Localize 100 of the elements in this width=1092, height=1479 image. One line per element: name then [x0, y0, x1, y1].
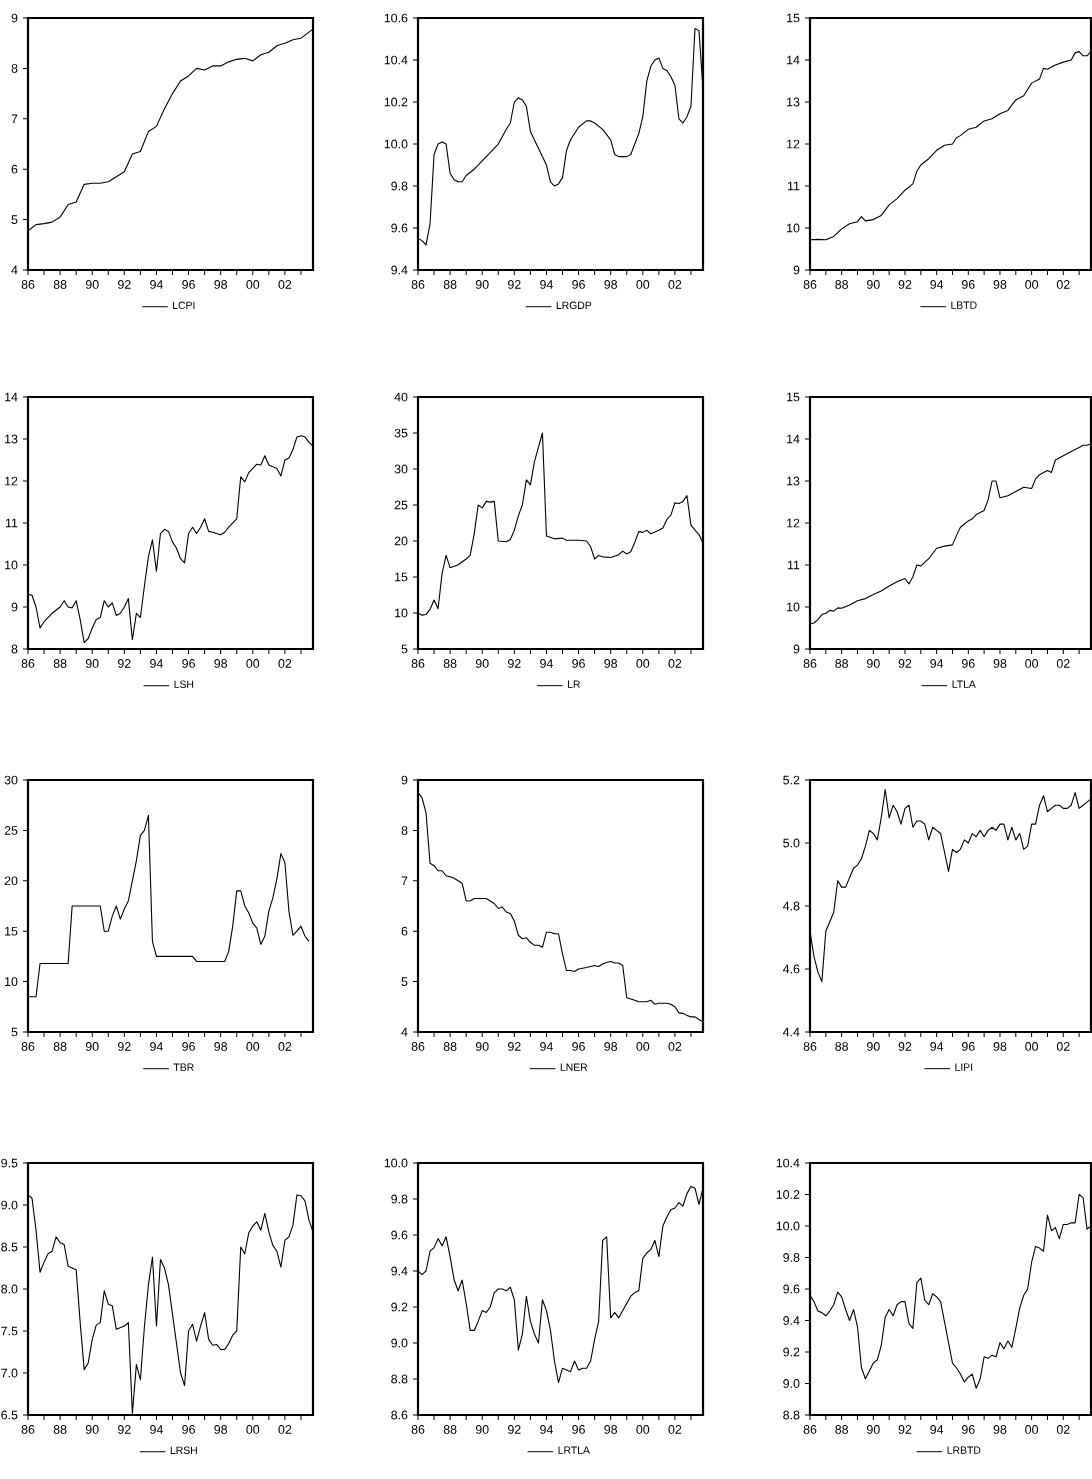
x-tick-label: 02 [668, 1425, 682, 1434]
x-tick-label: 96 [572, 1042, 585, 1051]
y-tick-label: 25 [4, 826, 18, 835]
x-tick-label: 86 [411, 1425, 425, 1434]
x-tick-label: 02 [668, 280, 682, 289]
x-tick-label: 88 [835, 1042, 849, 1051]
y-tick-label: 8.0 [1, 1284, 18, 1294]
x-tick-label: 96 [962, 1042, 975, 1051]
x-tick-label: 96 [182, 659, 195, 668]
x-tick-label: 92 [118, 280, 131, 289]
y-tick-label: 6 [401, 926, 408, 936]
x-tick-label: 02 [1056, 1042, 1070, 1051]
y-tick-label: 9 [11, 13, 18, 23]
x-tick-label: 94 [540, 659, 553, 668]
x-tick-label: 02 [668, 1042, 682, 1051]
x-tick-label: 90 [475, 1042, 489, 1051]
x-tick-label: 00 [1025, 1425, 1039, 1434]
x-tick-label: 02 [1056, 280, 1070, 289]
legend-label: LCPI [173, 301, 195, 309]
x-tick-label: 86 [21, 280, 35, 289]
x-tick-label: 90 [867, 1425, 880, 1434]
y-tick-label: 8.6 [391, 1410, 408, 1420]
x-tick-label: 86 [21, 659, 35, 668]
y-tick-label: 9 [793, 265, 800, 275]
y-tick-label: 8 [401, 826, 408, 835]
x-tick-label: 90 [85, 1425, 99, 1434]
y-tick-label: 11 [6, 518, 18, 528]
x-tick-label: 98 [214, 1042, 228, 1051]
y-tick-label: 12 [787, 518, 800, 528]
y-tick-label: 4.8 [782, 901, 800, 911]
x-tick-label: 90 [85, 1042, 99, 1051]
legend-label: LRGDP [556, 301, 592, 309]
x-tick-label: 00 [1025, 1042, 1039, 1051]
y-tick-label: 10.0 [776, 1221, 800, 1231]
y-tick-label: 9.5 [1, 1158, 18, 1168]
x-tick-label: 86 [411, 659, 425, 668]
y-tick-label: 10.2 [776, 1190, 800, 1199]
y-tick-label: 10 [5, 977, 18, 987]
x-tick-label: 86 [803, 280, 817, 289]
x-tick-label: 94 [930, 659, 944, 668]
x-tick-label: 90 [475, 659, 489, 668]
y-tick-label: 9.8 [391, 1194, 408, 1204]
x-tick-label: 00 [636, 1425, 650, 1434]
y-tick-label: 10 [787, 602, 800, 612]
x-tick-label: 94 [150, 659, 163, 668]
x-tick-label: 98 [604, 659, 618, 668]
x-tick-label: 94 [150, 1425, 163, 1434]
x-tick-label: 86 [411, 280, 425, 289]
legend-label: LRBTD [947, 1446, 981, 1454]
y-tick-label: 9.4 [391, 265, 408, 275]
legend-label: LIPI [955, 1063, 973, 1071]
y-tick-label: 11 [788, 560, 800, 570]
y-tick-label: 4.4 [782, 1027, 800, 1037]
legend-label: LRTLA [558, 1446, 590, 1454]
y-tick-label: 5.2 [783, 775, 800, 785]
x-tick-label: 88 [835, 280, 849, 289]
x-tick-label: 88 [53, 1425, 67, 1434]
y-tick-label: 9.4 [783, 1316, 800, 1325]
x-tick-label: 98 [214, 280, 228, 289]
x-tick-label: 00 [246, 1425, 260, 1434]
y-tick-label: 9 [11, 602, 18, 612]
x-tick-label: 90 [867, 659, 880, 668]
y-tick-label: 14 [787, 55, 800, 65]
x-tick-label: 96 [572, 1425, 585, 1434]
x-tick-label: 02 [1056, 659, 1070, 668]
x-tick-label: 90 [85, 659, 99, 668]
x-tick-label: 96 [962, 280, 975, 289]
y-tick-label: 6 [11, 164, 18, 174]
legend-label: TBR [173, 1063, 194, 1071]
y-tick-label: 7.5 [1, 1326, 18, 1336]
x-tick-label: 00 [1025, 659, 1039, 668]
x-tick-label: 86 [803, 659, 817, 668]
x-tick-label: 92 [898, 1042, 912, 1051]
y-tick-label: 25 [394, 500, 408, 510]
y-tick-label: 5 [11, 215, 18, 224]
x-tick-label: 94 [540, 1042, 553, 1051]
y-tick-label: 10 [787, 223, 800, 233]
x-tick-label: 96 [572, 280, 585, 289]
y-tick-label: 10 [5, 560, 18, 570]
y-tick-label: 6.5 [1, 1410, 18, 1420]
y-tick-label: 9.4 [391, 1266, 408, 1276]
legend-label: LSH [174, 680, 194, 688]
y-tick-label: 15 [787, 392, 800, 402]
x-tick-label: 94 [150, 280, 163, 289]
y-tick-label: 9.2 [783, 1347, 800, 1357]
legend-label: LNER [560, 1063, 588, 1071]
x-tick-label: 98 [604, 1042, 618, 1051]
x-tick-label: 92 [508, 1042, 521, 1051]
legend-label: LR [568, 680, 580, 688]
x-tick-label: 98 [993, 1425, 1007, 1434]
y-tick-label: 12 [787, 139, 800, 149]
x-tick-label: 92 [898, 1425, 912, 1434]
x-tick-label: 88 [835, 1425, 849, 1434]
x-tick-label: 02 [278, 659, 292, 668]
y-tick-label: 13 [787, 476, 800, 486]
y-tick-label: 10.6 [384, 13, 408, 23]
y-tick-label: 8.8 [783, 1410, 800, 1420]
y-tick-label: 5 [11, 1027, 18, 1037]
legend-label: LRSH [170, 1446, 197, 1454]
x-tick-label: 02 [278, 280, 292, 289]
